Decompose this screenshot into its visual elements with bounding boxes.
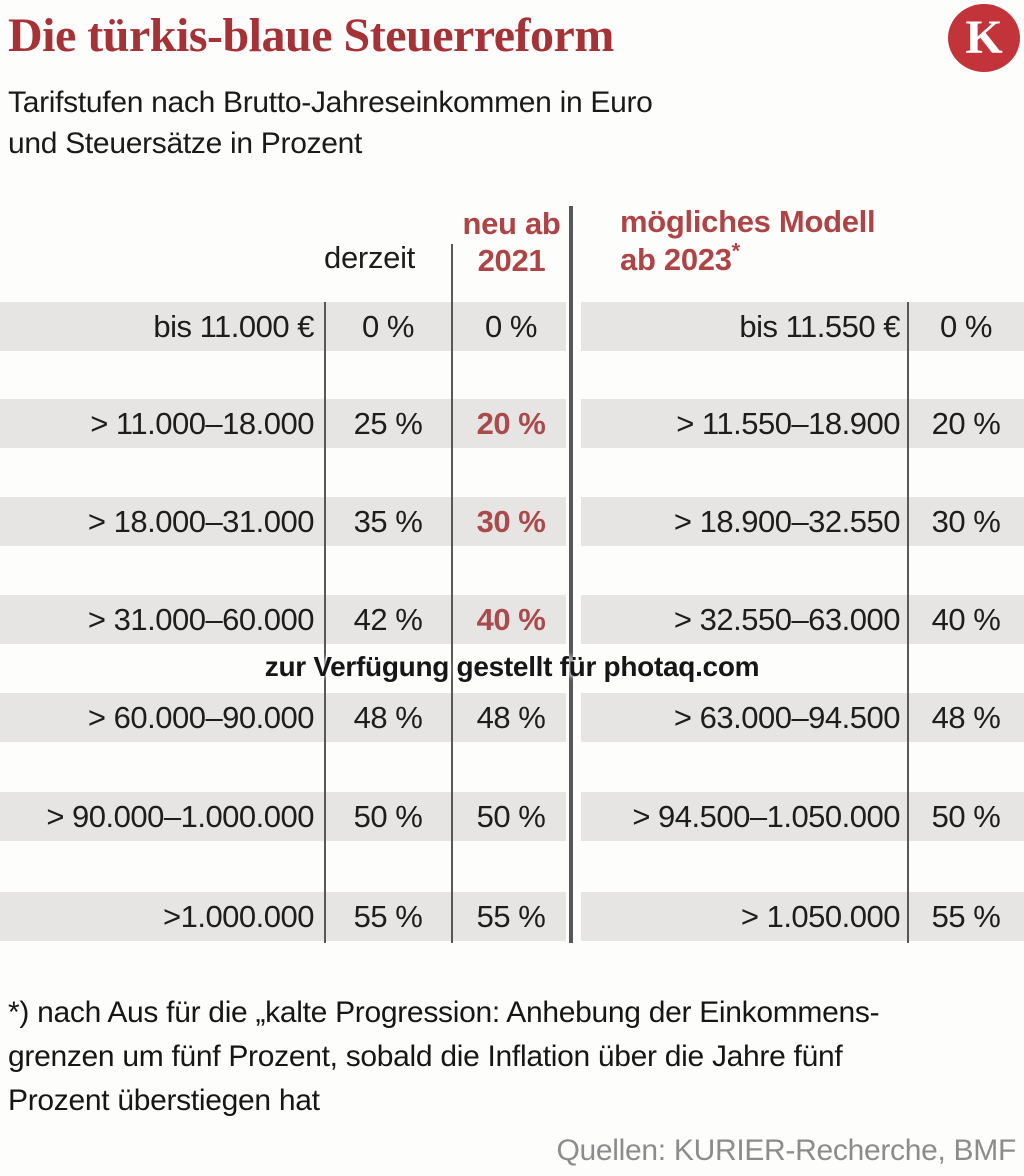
rate-current-cell: 0 %	[362, 309, 414, 344]
rate-model-cell: 40 %	[931, 602, 1001, 637]
rate-current-cell: 50 %	[353, 799, 423, 834]
separator-line-main	[569, 206, 573, 943]
page-subtitle: Tarifstufen nach Brutto-Jahreseinkommen …	[8, 82, 653, 164]
rate-model-cell: 20 %	[931, 406, 1001, 441]
bracket-model-cell: > 32.550–63.000	[673, 602, 901, 637]
column-header-new-line-2: 2021	[477, 243, 546, 278]
bracket-model-cell: > 94.500–1.050.000	[632, 799, 900, 834]
rate-model-cell: 55 %	[931, 899, 1001, 934]
column-header-new-line-1: neu ab	[462, 206, 561, 241]
bracket-model-cell: bis 11.550 €	[739, 309, 900, 344]
row-band-right	[581, 792, 1024, 841]
column-header-new-2021: neu ab 2021	[452, 205, 571, 279]
row-band-left	[0, 497, 566, 546]
footnote-marker: *	[731, 238, 741, 264]
bracket-model-cell: > 1.050.000	[740, 899, 901, 934]
rate-model-cell: 0 %	[940, 309, 992, 344]
column-header-model-2023: mögliches Modell ab 2023*	[620, 203, 950, 279]
row-band-left	[0, 693, 566, 742]
kurier-logo-letter: K	[965, 10, 1003, 64]
row-band-left	[0, 792, 566, 841]
page-title: Die türkis-blaue Steuerreform	[8, 9, 614, 62]
rate-model-cell: 50 %	[931, 799, 1001, 834]
separator-line-current-new	[451, 244, 453, 943]
rate-current-cell: 48 %	[353, 700, 423, 735]
rate-new-cell: 0 %	[485, 309, 537, 344]
rate-model-cell: 30 %	[931, 504, 1001, 539]
rate-new-cell: 30 %	[476, 504, 546, 539]
bracket-model-cell: > 63.000–94.500	[673, 700, 901, 735]
rate-model-cell: 48 %	[931, 700, 1001, 735]
bracket-model-cell: > 11.550–18.900	[676, 406, 900, 441]
rate-current-cell: 55 %	[353, 899, 423, 934]
row-band-left	[0, 302, 566, 351]
row-band-right	[581, 693, 1024, 742]
row-band-left	[0, 595, 566, 644]
footnote: *) nach Aus für die „kalte Progression: …	[8, 996, 880, 1117]
rate-current-cell: 25 %	[353, 406, 423, 441]
rate-new-cell: 50 %	[476, 799, 546, 834]
bracket-current-cell: >1.000.000	[162, 899, 315, 934]
separator-line-model	[907, 302, 909, 943]
bracket-current-cell: > 60.000–90.000	[87, 700, 315, 735]
separator-line-brackets-current	[324, 302, 326, 943]
source-credit: Quellen: KURIER-Recherche, BMF	[556, 1134, 1017, 1167]
rate-current-cell: 35 %	[353, 504, 423, 539]
bracket-current-cell: > 31.000–60.000	[87, 602, 315, 637]
row-band-left	[0, 892, 566, 941]
row-band-right	[581, 399, 1024, 448]
row-band-right	[581, 497, 1024, 546]
watermark: zur Verfügung gestellt für photaq.com	[264, 651, 760, 682]
bracket-current-cell: bis 11.000 €	[153, 309, 314, 344]
column-header-current: derzeit	[324, 240, 415, 275]
rate-new-cell: 48 %	[476, 700, 546, 735]
bracket-current-cell: > 11.000–18.000	[90, 406, 314, 441]
rate-current-cell: 42 %	[353, 602, 423, 637]
kurier-logo: K	[948, 4, 1020, 72]
row-band-right	[581, 892, 1024, 941]
row-band-right	[581, 595, 1024, 644]
bracket-model-cell: > 18.900–32.550	[673, 504, 901, 539]
bracket-current-cell: > 18.000–31.000	[87, 504, 315, 539]
row-band-left	[0, 399, 566, 448]
rate-new-cell: 55 %	[476, 899, 546, 934]
rate-new-cell: 20 %	[476, 406, 546, 441]
bracket-current-cell: > 90.000–1.000.000	[46, 799, 314, 834]
subtitle-line-1: Tarifstufen nach Brutto-Jahreseinkommen …	[8, 86, 653, 119]
row-band-right	[581, 302, 1024, 351]
column-header-model-line-2: ab 2023*	[620, 238, 741, 277]
column-header-model-line-1: mögliches Modell	[620, 204, 876, 239]
rate-new-cell: 40 %	[476, 602, 546, 637]
subtitle-line-2: und Steuersätze in Prozent	[8, 127, 363, 160]
